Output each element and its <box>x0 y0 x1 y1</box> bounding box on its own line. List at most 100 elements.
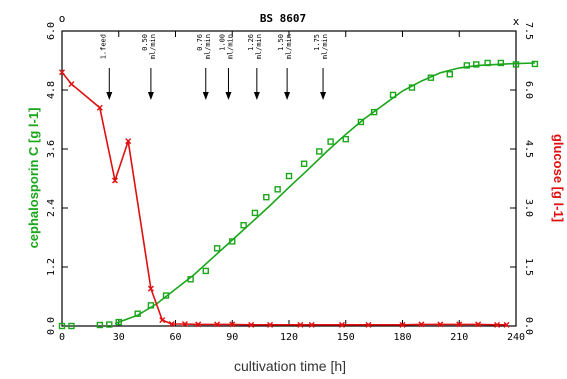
cephalosporin-point <box>357 118 365 126</box>
glucose-point <box>338 321 345 328</box>
glucose-point <box>437 321 444 328</box>
cephalosporin-point <box>96 321 104 329</box>
cephalosporin-point <box>187 276 194 283</box>
annotations-group: 1.feed 0.50 ml/min 0.76 ml/min 1.00 ml/min 1.26… <box>99 34 329 100</box>
cephalosporin-point <box>213 245 221 252</box>
glucose-point <box>248 321 255 328</box>
glucose-point <box>125 138 132 145</box>
cephalosporin-point <box>342 135 349 143</box>
top-left-marker: o <box>59 12 66 25</box>
annotation-arrow-head <box>284 92 291 100</box>
x-axis-label: cultivation time [h] <box>234 358 346 374</box>
cephalosporin-point <box>389 91 397 99</box>
annotation-label: 1.00 <box>218 34 226 51</box>
cephalosporin-point <box>427 74 435 81</box>
cephalosporin-point <box>58 322 66 330</box>
glucose-point <box>195 321 202 328</box>
annotation-label: ml/min <box>149 34 157 59</box>
cephalosporin-point <box>106 321 113 328</box>
annotation-arrow-head <box>253 92 260 100</box>
annotation-label: ml/min <box>204 34 212 59</box>
x-tick-label: 210 <box>450 332 468 343</box>
annotation-label: 0.50 <box>141 34 149 51</box>
y-left-tick-label: 0.0 <box>46 317 57 335</box>
cephalosporin-point <box>274 186 281 193</box>
glucose-point <box>365 321 372 328</box>
annotation-label: ml/min <box>321 34 329 59</box>
annotation-label: 1.50 <box>277 34 285 51</box>
y-left-tick-label: 2.4 <box>46 199 57 217</box>
top-right-marker: x <box>513 15 520 28</box>
y-right-tick-label: 4.5 <box>523 140 534 158</box>
cephalosporin-point <box>484 59 491 67</box>
glucose-point <box>297 321 304 328</box>
annotation-arrow-head <box>202 92 209 100</box>
axes-group: 0 30 60 90 120 150 180 210 2400.01.22.43.64.86.0… <box>46 22 534 343</box>
cephalosporin-point <box>327 138 334 145</box>
cephalosporin-point <box>531 60 539 68</box>
glucose-point <box>214 321 221 328</box>
y-left-tick-label: 1.2 <box>46 258 57 276</box>
annotation-arrow-head <box>320 92 327 100</box>
x-tick-label: 30 <box>113 332 125 343</box>
annotation-label: 0.76 <box>196 34 204 51</box>
glucose-point <box>494 321 501 328</box>
y-right-tick-label: 6.0 <box>523 81 534 99</box>
y-right-tick-label: 0.0 <box>523 317 534 335</box>
glucose-point <box>267 321 274 328</box>
glucose-point <box>308 321 315 328</box>
cephalosporin-point <box>300 160 308 167</box>
x-tick-label: 0 <box>59 332 65 343</box>
y-right-tick-label: 1.5 <box>523 258 534 276</box>
cephalosporin-point <box>229 238 236 245</box>
cephalosporin-point <box>473 61 480 68</box>
points-group <box>58 59 539 330</box>
glucose-point <box>399 321 406 328</box>
x-tick-label: 180 <box>393 332 411 343</box>
annotation-label: ml/min <box>285 34 293 59</box>
annotation-label: ml/min <box>255 34 263 59</box>
glucose-point <box>168 321 175 328</box>
glucose-point <box>229 321 236 328</box>
glucose-point <box>475 321 482 328</box>
glucose-point <box>418 321 425 328</box>
cephalosporin-point <box>285 172 293 180</box>
y-left-tick-label: 4.8 <box>46 81 57 99</box>
curves-group <box>61 62 535 326</box>
cephalosporin-point <box>512 61 520 68</box>
cephalosporin-point <box>370 108 378 116</box>
cephalosporin-point <box>316 148 323 155</box>
y-right-tick-label: 3.0 <box>523 199 534 217</box>
cephalosporin-fit-line <box>114 62 535 325</box>
x-tick-label: 240 <box>507 332 525 343</box>
glucose-point <box>68 81 75 88</box>
y-left-tick-label: 3.6 <box>46 140 57 158</box>
cephalosporin-point <box>147 302 155 309</box>
glucose-point <box>181 321 188 328</box>
glucose-point <box>456 321 463 328</box>
x-tick-label: 60 <box>169 332 181 343</box>
cephalosporin-point <box>408 84 416 91</box>
glucose-point <box>96 104 103 111</box>
annotation-label: ml/min <box>226 34 234 59</box>
cephalosporin-point <box>240 222 247 229</box>
y-left-tick-label: 6.0 <box>46 22 57 40</box>
cephalosporin-point <box>446 71 453 78</box>
cephalosporin-point <box>134 310 141 317</box>
cephalosporin-point <box>162 292 170 299</box>
cephalosporin-point <box>68 322 75 330</box>
glucose-point <box>111 177 118 184</box>
glucose-point <box>147 285 154 292</box>
annotation-label: 1.75 <box>313 34 321 51</box>
x-tick-label: 150 <box>337 332 355 343</box>
cephalosporin-point <box>263 193 270 201</box>
cephalosporin-point <box>463 62 471 69</box>
glucose-point <box>59 69 65 76</box>
chart-title: BS 8607 <box>260 12 306 25</box>
x-tick-label: 90 <box>226 332 238 343</box>
annotation-arrow-head <box>106 92 113 100</box>
glucose-point <box>503 321 510 328</box>
annotation-label: 1.feed <box>99 34 107 59</box>
